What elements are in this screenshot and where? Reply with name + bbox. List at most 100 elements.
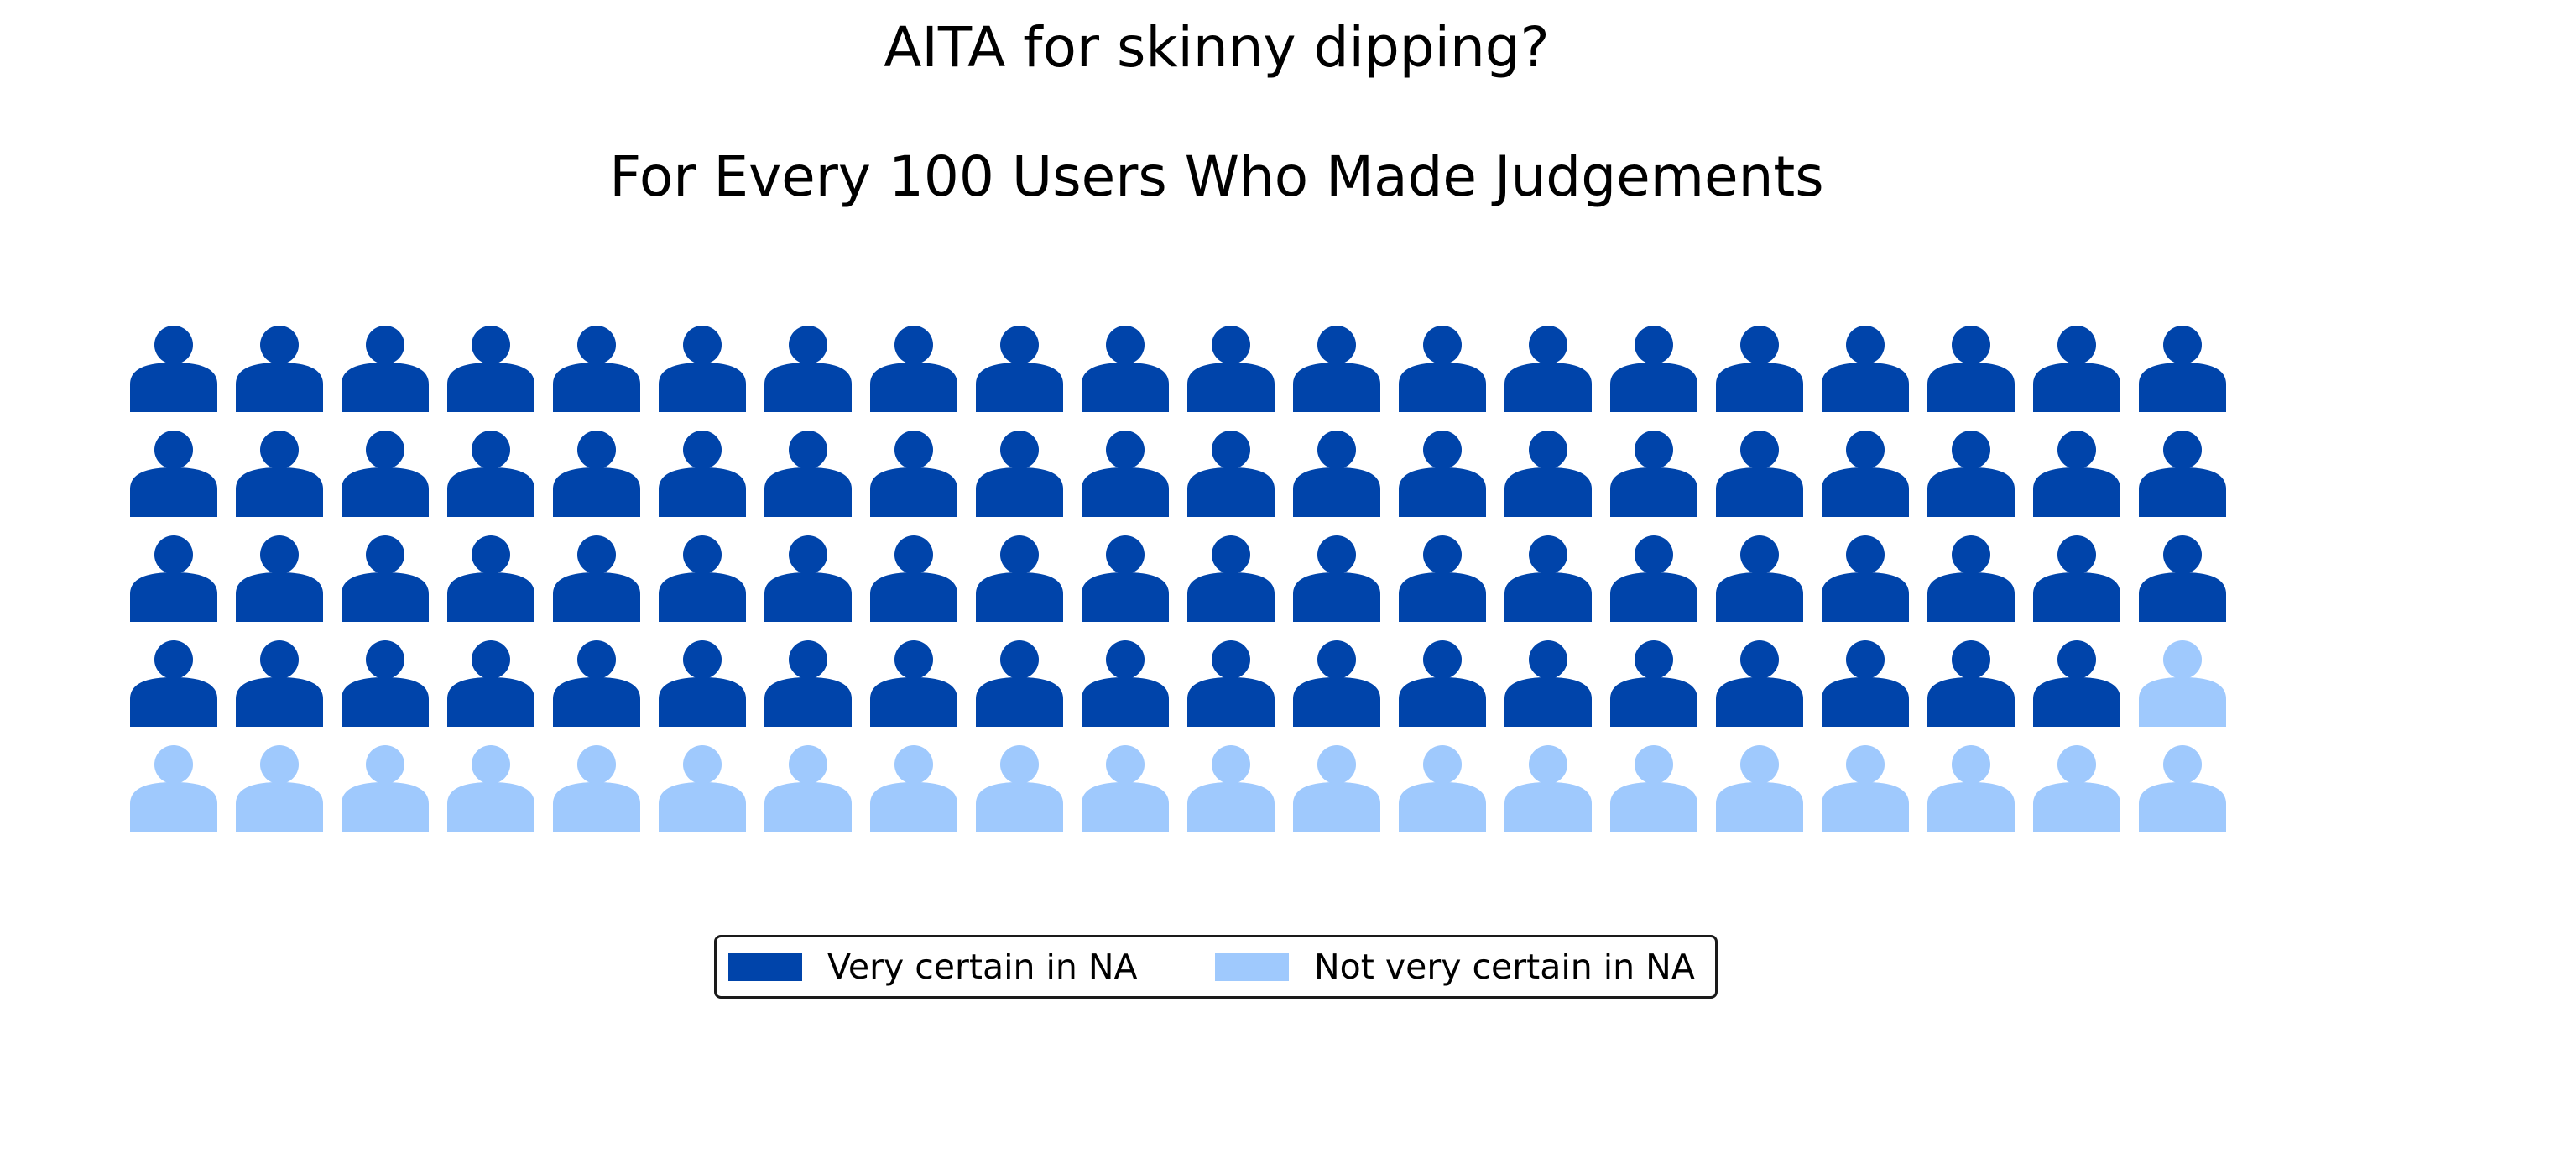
person-icon [1504, 326, 1592, 412]
person-icon [1504, 745, 1592, 832]
person-icon [1716, 640, 1803, 727]
person-icon [976, 431, 1063, 517]
chart-title: AITA for skinny dipping? [884, 15, 1550, 80]
person-icon [1927, 535, 2015, 622]
person-icon [1927, 326, 2015, 412]
person-icon [342, 745, 429, 832]
legend-label-very-certain: Very certain in NA [827, 947, 1138, 987]
person-icon [2139, 326, 2226, 412]
person-icon [553, 640, 640, 727]
person-icon [1927, 431, 2015, 517]
person-icon [1187, 431, 1275, 517]
person-icon [1822, 431, 1909, 517]
person-icon [1504, 535, 1592, 622]
person-icon [1610, 535, 1697, 622]
person-icon [342, 431, 429, 517]
person-icon [1716, 431, 1803, 517]
person-icon [1822, 535, 1909, 622]
person-icon [447, 745, 534, 832]
person-icon [553, 431, 640, 517]
person-icon [1716, 535, 1803, 622]
person-icon [659, 745, 746, 832]
person-icon [976, 745, 1063, 832]
person-icon [1822, 745, 1909, 832]
person-icon [1399, 431, 1486, 517]
person-icon [447, 640, 534, 727]
person-icon [870, 535, 957, 622]
person-icon [764, 431, 852, 517]
person-icon [447, 431, 534, 517]
legend-swatch-very-certain [728, 953, 802, 981]
person-icon [1610, 326, 1697, 412]
person-icon [1082, 326, 1169, 412]
person-icon [130, 640, 217, 727]
person-icon [342, 535, 429, 622]
person-icon [2033, 326, 2120, 412]
person-icon [236, 535, 323, 622]
person-icon [659, 640, 746, 727]
person-icon [764, 745, 852, 832]
person-icon [447, 326, 534, 412]
person-icon [1293, 535, 1380, 622]
person-icon [1187, 326, 1275, 412]
person-icon [1399, 535, 1486, 622]
legend-swatch-not-very-certain [1215, 953, 1289, 981]
person-icon [1399, 745, 1486, 832]
person-icon [342, 640, 429, 727]
person-icon [1399, 326, 1486, 412]
person-icon [342, 326, 429, 412]
legend-item-not-very-certain: Not very certain in NA [1215, 937, 1695, 996]
person-icon [2139, 431, 2226, 517]
legend-item-very-certain: Very certain in NA [728, 937, 1138, 996]
person-icon [1187, 745, 1275, 832]
person-icon [236, 326, 323, 412]
person-icon [1716, 745, 1803, 832]
person-icon [236, 640, 323, 727]
person-icon [2139, 535, 2226, 622]
person-icon [1082, 535, 1169, 622]
person-icon [1187, 535, 1275, 622]
person-icon [1293, 640, 1380, 727]
person-icon [1082, 431, 1169, 517]
person-icon [870, 326, 957, 412]
person-icon [2033, 535, 2120, 622]
person-icon [1187, 640, 1275, 727]
person-icon [2033, 431, 2120, 517]
person-icon [976, 535, 1063, 622]
person-icon [1504, 431, 1592, 517]
person-icon [976, 640, 1063, 727]
person-icon [1927, 640, 2015, 727]
person-icon [659, 535, 746, 622]
person-icon [130, 535, 217, 622]
person-icon [1610, 640, 1697, 727]
person-icon [870, 431, 957, 517]
person-icon [870, 640, 957, 727]
person-icon [764, 535, 852, 622]
person-icon [870, 745, 957, 832]
person-icon [553, 535, 640, 622]
person-icon [1293, 745, 1380, 832]
person-icon [447, 535, 534, 622]
person-icon [764, 326, 852, 412]
legend: Very certain in NA Not very certain in N… [714, 935, 1718, 999]
person-icon [130, 326, 217, 412]
person-icon [1610, 745, 1697, 832]
person-icon [236, 745, 323, 832]
person-icon [130, 431, 217, 517]
person-icon [1822, 326, 1909, 412]
person-icon [553, 326, 640, 412]
person-icon [1082, 640, 1169, 727]
person-icon [2033, 745, 2120, 832]
person-icon [659, 326, 746, 412]
person-icon [236, 431, 323, 517]
person-icon [1293, 431, 1380, 517]
person-icon [659, 431, 746, 517]
person-icon [1610, 431, 1697, 517]
person-icon [2139, 640, 2226, 727]
person-icon [1399, 640, 1486, 727]
person-icon [2139, 745, 2226, 832]
person-icon [1082, 745, 1169, 832]
person-icon [976, 326, 1063, 412]
person-icon [1822, 640, 1909, 727]
person-icon [553, 745, 640, 832]
